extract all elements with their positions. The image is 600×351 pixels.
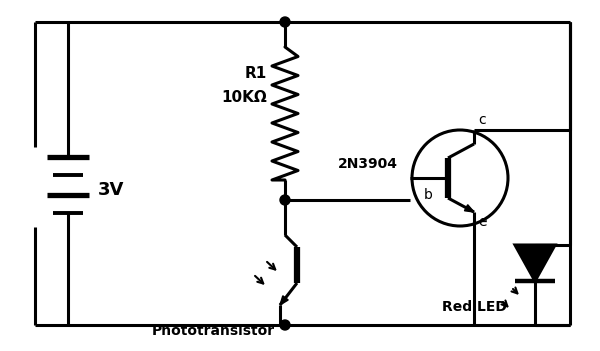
Text: Red LED: Red LED — [442, 300, 507, 314]
Circle shape — [280, 17, 290, 27]
Text: R1: R1 — [245, 66, 267, 81]
Text: 3V: 3V — [98, 181, 124, 199]
Polygon shape — [280, 296, 288, 305]
Polygon shape — [515, 245, 555, 281]
Text: c: c — [478, 113, 485, 127]
Circle shape — [280, 320, 290, 330]
Text: 2N3904: 2N3904 — [338, 157, 398, 171]
Text: b: b — [424, 188, 433, 202]
Text: 10KΩ: 10KΩ — [221, 90, 267, 105]
Circle shape — [280, 195, 290, 205]
Text: e: e — [478, 215, 487, 229]
Polygon shape — [464, 205, 474, 212]
Text: Phototransistor: Phototransistor — [152, 324, 275, 338]
